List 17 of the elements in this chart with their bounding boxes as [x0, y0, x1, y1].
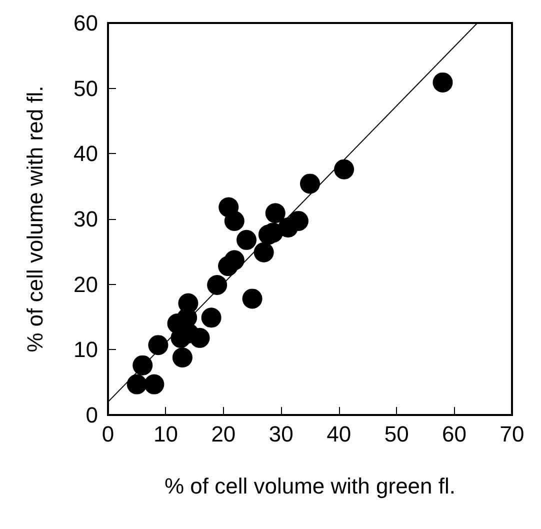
- x-tick-label: 0: [102, 422, 114, 446]
- x-tick-label: 10: [153, 422, 178, 446]
- y-tick-label: 20: [74, 272, 98, 297]
- x-tick-label: 60: [442, 422, 467, 446]
- x-tick-label: 40: [326, 422, 352, 446]
- y-axis-title: % of cell volume with red fl.: [22, 86, 48, 352]
- y-tick-label: 50: [74, 76, 98, 101]
- x-tick-label: 20: [211, 422, 236, 446]
- x-tick-label: 50: [384, 422, 409, 446]
- y-tick-label: 10: [74, 337, 98, 362]
- y-tick-label: 40: [74, 141, 98, 166]
- x-tick-label: 70: [500, 422, 524, 446]
- y-tick-label: 60: [74, 10, 98, 36]
- x-axis-title: % of cell volume with green fl.: [164, 474, 456, 498]
- y-tick-label: 0: [86, 402, 98, 428]
- x-tick-label: 30: [268, 422, 294, 446]
- y-tick-label: 30: [74, 206, 98, 232]
